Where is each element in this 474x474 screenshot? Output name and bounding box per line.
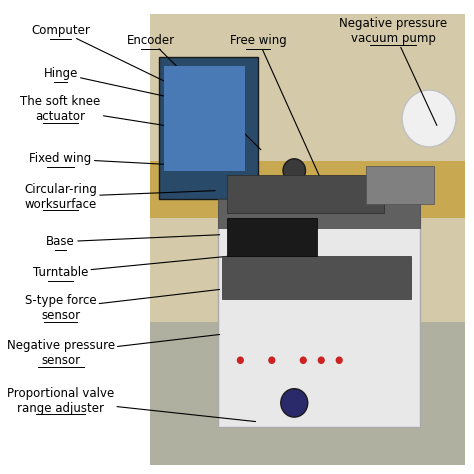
FancyBboxPatch shape [222,256,411,299]
FancyBboxPatch shape [227,218,317,256]
Text: Turntable: Turntable [33,256,228,279]
Circle shape [237,356,244,364]
FancyBboxPatch shape [366,166,434,204]
Text: Free wing: Free wing [230,34,320,178]
Circle shape [268,356,275,364]
FancyBboxPatch shape [218,199,420,228]
Circle shape [283,159,306,182]
FancyBboxPatch shape [150,161,465,218]
Circle shape [336,356,343,364]
Circle shape [318,356,325,364]
Circle shape [281,389,308,417]
FancyBboxPatch shape [164,66,245,171]
FancyBboxPatch shape [218,204,420,427]
FancyBboxPatch shape [159,57,258,199]
Text: Circular-ring
worksurface: Circular-ring worksurface [24,182,215,211]
Text: The soft knee
actuator: The soft knee actuator [20,95,192,130]
Text: Hinge: Hinge [44,67,188,101]
Circle shape [402,90,456,147]
Text: Negative pressure
vacuum pump: Negative pressure vacuum pump [339,17,447,126]
FancyBboxPatch shape [150,322,465,465]
Text: Fixed wing: Fixed wing [29,152,210,167]
Text: Computer: Computer [31,24,171,84]
Text: Proportional valve
range adjuster: Proportional valve range adjuster [7,386,255,421]
FancyBboxPatch shape [150,14,465,465]
Circle shape [300,356,307,364]
FancyBboxPatch shape [227,175,384,213]
Text: S-type force
sensor: S-type force sensor [25,290,219,322]
Text: Encoder: Encoder [127,34,261,150]
Text: Negative pressure
sensor: Negative pressure sensor [7,335,219,367]
Text: Base: Base [46,235,219,248]
FancyBboxPatch shape [150,14,465,322]
